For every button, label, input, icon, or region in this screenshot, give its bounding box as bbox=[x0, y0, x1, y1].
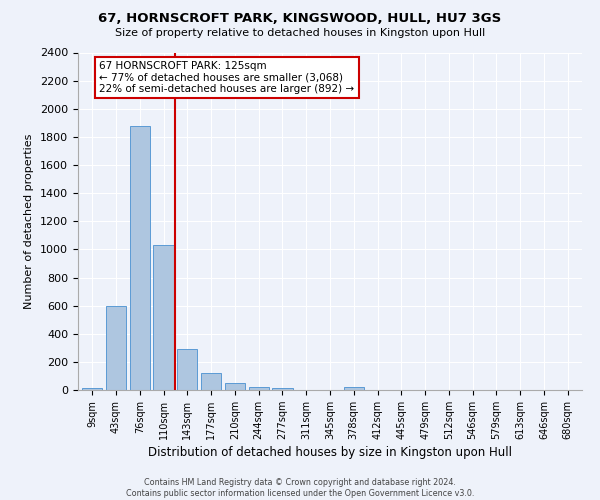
Text: 67, HORNSCROFT PARK, KINGSWOOD, HULL, HU7 3GS: 67, HORNSCROFT PARK, KINGSWOOD, HULL, HU… bbox=[98, 12, 502, 26]
Bar bbox=[248, 387, 269, 390]
Bar bbox=[106, 306, 126, 390]
Text: 67 HORNSCROFT PARK: 125sqm
← 77% of detached houses are smaller (3,068)
22% of s: 67 HORNSCROFT PARK: 125sqm ← 77% of deta… bbox=[100, 61, 355, 94]
X-axis label: Distribution of detached houses by size in Kingston upon Hull: Distribution of detached houses by size … bbox=[148, 446, 512, 459]
Y-axis label: Number of detached properties: Number of detached properties bbox=[25, 134, 34, 309]
Text: Contains HM Land Registry data © Crown copyright and database right 2024.
Contai: Contains HM Land Registry data © Crown c… bbox=[126, 478, 474, 498]
Bar bbox=[272, 388, 293, 390]
Bar bbox=[130, 126, 150, 390]
Bar bbox=[344, 387, 364, 390]
Bar bbox=[225, 383, 245, 390]
Bar bbox=[201, 373, 221, 390]
Bar bbox=[82, 388, 103, 390]
Text: Size of property relative to detached houses in Kingston upon Hull: Size of property relative to detached ho… bbox=[115, 28, 485, 38]
Bar bbox=[154, 245, 173, 390]
Bar bbox=[177, 349, 197, 390]
